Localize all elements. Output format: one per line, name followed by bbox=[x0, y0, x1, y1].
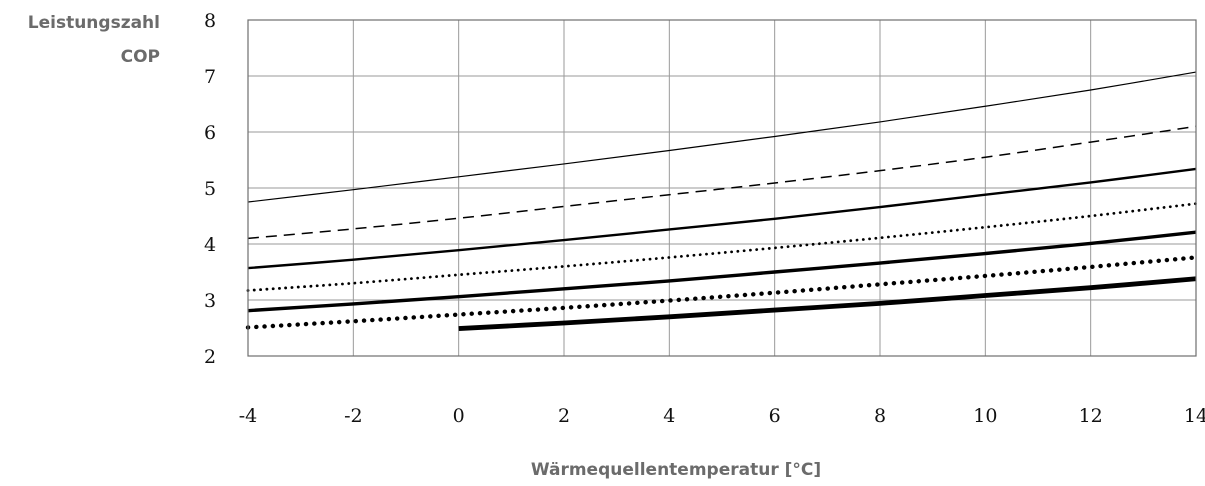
plot-frame bbox=[247, 19, 1197, 357]
y-axis-label-line1: Leistungszahl bbox=[28, 13, 160, 33]
x-tick-labels: -4 -2 0 2 4 6 8 10 12 14 bbox=[239, 405, 1205, 427]
plot-border bbox=[247, 19, 1197, 357]
y-tick-label: 6 bbox=[204, 122, 216, 144]
series-line-7 bbox=[458, 276, 1197, 331]
series-line-4 bbox=[246, 202, 1198, 292]
series-line-6 bbox=[245, 255, 1199, 330]
x-tick-label: 6 bbox=[769, 405, 781, 427]
x-tick-label: -2 bbox=[344, 405, 363, 427]
y-tick-label: 4 bbox=[204, 234, 216, 256]
x-tick-label: 4 bbox=[663, 405, 675, 427]
x-tick-label: 14 bbox=[1184, 405, 1205, 427]
x-tick-label: 0 bbox=[453, 405, 465, 427]
x-axis-label: Wärmequellentemperatur [°C] bbox=[531, 460, 821, 480]
series-line-2 bbox=[247, 125, 1197, 240]
x-tick-label: 8 bbox=[874, 405, 886, 427]
y-tick-label: 2 bbox=[204, 346, 216, 368]
y-tick-label: 8 bbox=[204, 10, 216, 32]
y-tick-label: 5 bbox=[204, 178, 216, 200]
x-tick-label: 12 bbox=[1079, 405, 1103, 427]
series-line-3 bbox=[247, 167, 1197, 270]
series-line-5 bbox=[247, 230, 1197, 313]
y-tick-label: 3 bbox=[204, 290, 216, 312]
x-tick-label: 10 bbox=[973, 405, 997, 427]
y-axis-label-line2: COP bbox=[121, 47, 160, 67]
y-tick-labels: 2 3 4 5 6 7 8 bbox=[204, 10, 216, 368]
series-layer bbox=[245, 71, 1199, 331]
series-line-1 bbox=[247, 71, 1197, 203]
x-tick-label: 2 bbox=[558, 405, 570, 427]
grid bbox=[247, 19, 1197, 357]
y-tick-label: 7 bbox=[204, 66, 216, 88]
x-tick-label: -4 bbox=[239, 405, 258, 427]
